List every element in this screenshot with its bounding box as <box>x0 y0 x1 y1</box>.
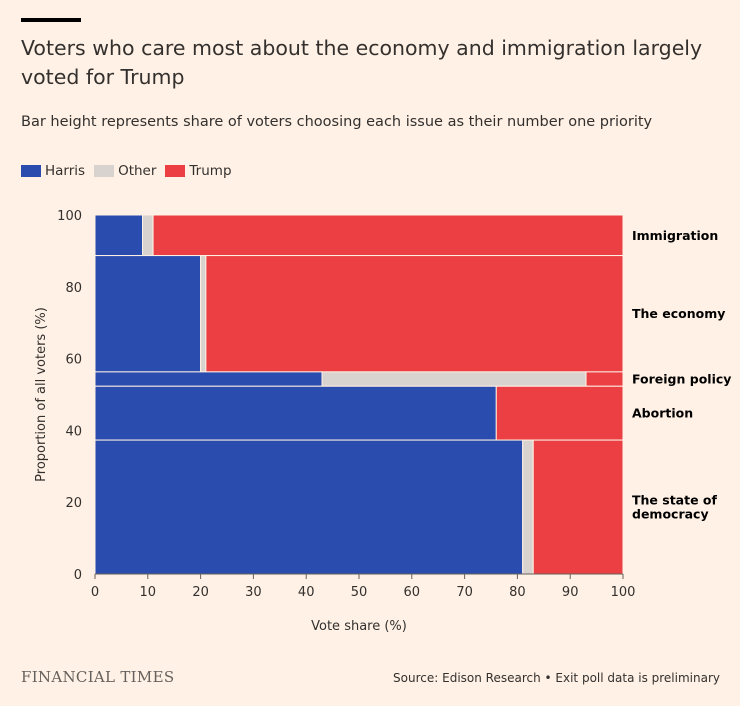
issue-label-abortion: Abortion <box>632 406 693 421</box>
x-tick-label-90: 90 <box>562 585 579 600</box>
x-tick-label-70: 70 <box>456 585 473 600</box>
y-tick-label-60: 60 <box>65 353 82 368</box>
bar-immigration-harris <box>94 214 144 257</box>
x-tick-label-0: 0 <box>91 585 99 600</box>
x-tick-label-60: 60 <box>404 585 421 600</box>
x-tick-label-30: 30 <box>245 585 262 600</box>
x-tick-label-10: 10 <box>140 585 157 600</box>
chart-subtitle: Bar height represents share of voters ch… <box>21 114 653 130</box>
issue-labels-layer: Immigration The economy Foreign policy Abor… <box>632 228 731 522</box>
bar-immigration-other <box>142 214 154 257</box>
bar-the-economy-other <box>200 255 207 373</box>
bar-foreign-policy-harris <box>94 371 323 387</box>
bar-the-state-of-democracy-trump <box>532 439 624 575</box>
y-tick-label-80: 80 <box>65 281 82 296</box>
legend-label-trump: Trump <box>189 163 232 179</box>
y-tick-label-40: 40 <box>65 424 82 439</box>
x-tick-label-100: 100 <box>611 585 636 600</box>
bar-foreign-policy-other <box>321 371 587 387</box>
issue-label-the-state-of-democracy-line1: The state of <box>632 493 717 508</box>
bar-immigration-trump <box>152 214 624 257</box>
ft-logo: FINANCIAL TIMES <box>21 668 175 686</box>
legend-swatch-other <box>94 165 115 177</box>
legend: Harris Other Trump <box>21 163 241 179</box>
bar-the-economy-harris <box>94 255 202 373</box>
source-note: Source: Edison Research • Exit poll data… <box>393 671 720 685</box>
legend-swatch-trump <box>165 165 186 177</box>
issue-label-foreign-policy: Foreign policy <box>632 372 731 387</box>
issue-label-immigration: Immigration <box>632 228 718 243</box>
y-tick-label-100: 100 <box>57 209 82 224</box>
x-tick-label-80: 80 <box>509 585 526 600</box>
axes-layer: 0 10 20 30 40 50 60 70 80 90 100 0 20 40 60 80 100 Vote s… <box>34 209 635 634</box>
y-axis-title: Proportion of all voters (%) <box>34 307 49 482</box>
x-axis-title: Vote share (%) <box>311 619 407 634</box>
bar-the-economy-trump <box>205 255 624 373</box>
marimekko-chart: 0 10 20 30 40 50 60 70 80 90 100 0 20 40 60 80 100 Vote s… <box>34 209 731 634</box>
legend-item-trump: Trump <box>165 163 232 179</box>
chart-title: Voters who care most about the economy a… <box>21 36 703 89</box>
legend-label-other: Other <box>118 163 157 179</box>
issue-label-the-economy: The economy <box>632 306 725 321</box>
issue-label-the-state-of-democracy-line2: democracy <box>632 507 709 522</box>
legend-item-harris: Harris <box>21 163 85 179</box>
bar-foreign-policy-trump <box>585 371 624 387</box>
bar-the-state-of-democracy-harris <box>94 439 524 575</box>
legend-swatch-harris <box>21 165 41 177</box>
bar-abortion-harris <box>94 385 497 441</box>
y-tick-label-0: 0 <box>74 568 82 583</box>
header-accent-bar <box>21 18 81 22</box>
x-tick-label-20: 20 <box>192 585 209 600</box>
bar-abortion-trump <box>495 385 624 441</box>
y-tick-label-20: 20 <box>65 496 82 511</box>
bars-layer <box>94 214 624 575</box>
x-tick-label-40: 40 <box>298 585 315 600</box>
x-tick-label-50: 50 <box>351 585 368 600</box>
legend-item-other: Other <box>94 163 156 179</box>
legend-label-harris: Harris <box>45 163 86 179</box>
bar-the-state-of-democracy-other <box>522 439 534 575</box>
